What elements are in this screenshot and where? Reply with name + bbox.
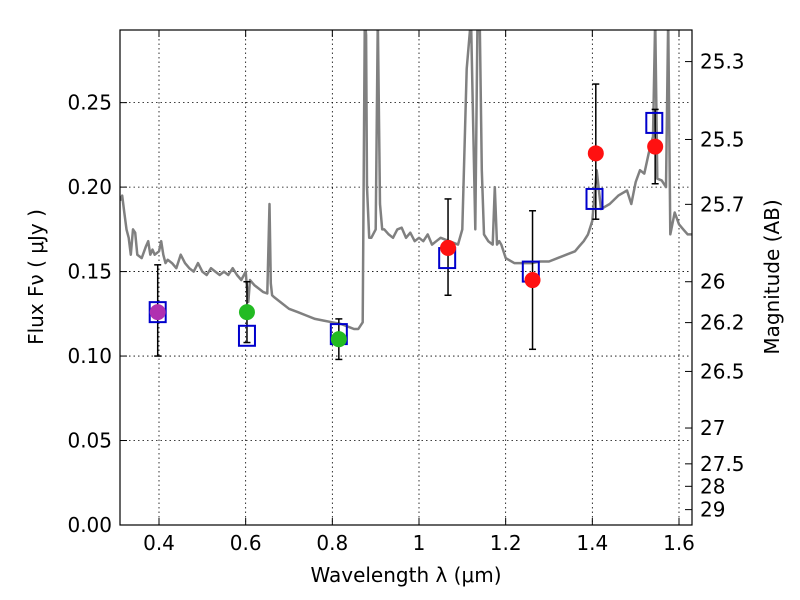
observed-photometry-point	[524, 272, 541, 289]
observed-photometry-point	[330, 331, 347, 348]
observed-photometry-point	[238, 304, 255, 321]
y-tick-label: 0.25	[67, 91, 112, 115]
y2-tick-label: 27.5	[700, 452, 745, 476]
model-photometry-square	[237, 324, 256, 347]
y-tick-label: 0.20	[67, 175, 112, 199]
y2-tick-label: 26.2	[700, 311, 745, 335]
y2-tick-label: 25.3	[700, 50, 745, 74]
observed-photometry-point	[587, 145, 604, 162]
observed-photometry-point	[647, 138, 664, 155]
model-photometry-square	[585, 187, 604, 210]
y2-tick-label: 26.5	[700, 359, 745, 383]
y-tick-label: 0.00	[67, 513, 112, 537]
x-tick-label: 0.8	[316, 531, 348, 555]
model-spectrum-layer	[120, 30, 692, 331]
model-spectrum-line	[120, 30, 692, 331]
x-tick-label: 1.4	[576, 531, 608, 555]
x-tick-label: 1.2	[490, 531, 522, 555]
model-photometry-square	[645, 111, 664, 134]
x-axis-label: Wavelength λ (μm)	[310, 563, 501, 587]
y2-tick-label: 29	[700, 498, 725, 522]
plot-frame	[119, 29, 693, 526]
y2-tick-label: 27	[700, 416, 725, 440]
y2-tick-label: 28	[700, 474, 725, 498]
x-tick-label: 1	[413, 531, 426, 555]
y2-tick-label: 26	[700, 270, 725, 294]
data-points-layer	[148, 83, 664, 361]
y-tick-label: 0.10	[67, 344, 112, 368]
y2-axis-label: Magnitude (AB)	[760, 199, 784, 354]
y2-tick-label: 25.7	[700, 192, 745, 216]
axis-ticks: 0.4 0.6 0.8 1 1.2 1.4 1.6 0.00 0.05 0.10 0.15 0.20 0…	[67, 30, 745, 555]
observed-photometry-point	[149, 304, 166, 321]
y2-tick-label: 25.5	[700, 127, 745, 151]
x-tick-label: 0.6	[230, 531, 262, 555]
observed-photometry-point	[440, 239, 457, 256]
y-axis-label: Flux Fν ( μJy )	[24, 209, 48, 345]
x-tick-label: 1.6	[663, 531, 695, 555]
x-tick-label: 0.4	[143, 531, 175, 555]
y-tick-label: 0.15	[67, 260, 112, 284]
y-tick-label: 0.05	[67, 429, 112, 453]
